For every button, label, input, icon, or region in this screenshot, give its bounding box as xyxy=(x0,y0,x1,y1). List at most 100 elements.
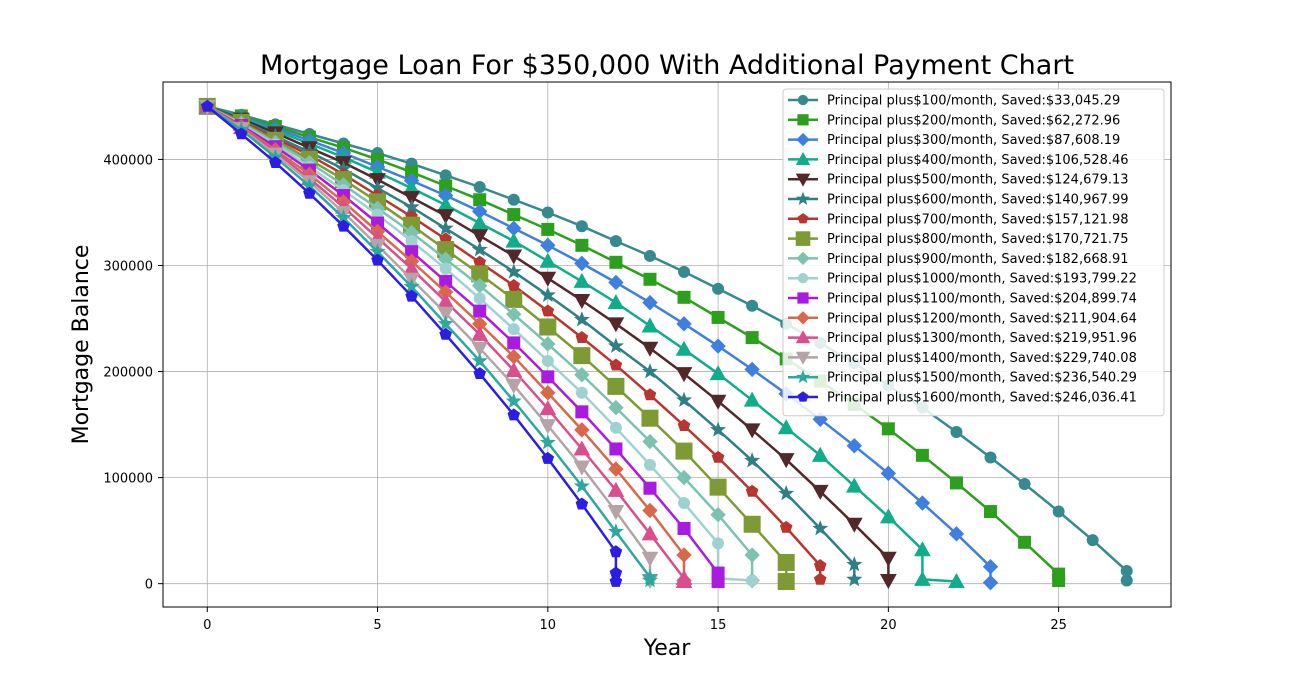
legend-entry: Principal plus$400/month, Saved:$106,528… xyxy=(788,151,1129,168)
data-point xyxy=(746,299,759,312)
data-point xyxy=(235,127,248,140)
data-point xyxy=(471,325,489,341)
data-point xyxy=(573,460,591,476)
legend-entry: Principal plus$1300/month, Saved:$219,95… xyxy=(788,330,1137,346)
legend-entry: Principal plus$300/month, Saved:$87,608.… xyxy=(788,132,1120,148)
data-point xyxy=(880,508,897,524)
data-point xyxy=(676,316,692,332)
data-point xyxy=(473,367,486,379)
data-point xyxy=(880,573,897,590)
data-point xyxy=(609,574,623,587)
data-point xyxy=(507,278,521,291)
data-point xyxy=(471,352,488,368)
legend: Principal plus$100/month, Saved:$33,045.… xyxy=(782,88,1165,417)
data-point xyxy=(915,448,929,462)
data-point xyxy=(678,265,691,278)
data-point xyxy=(950,426,963,438)
data-point xyxy=(746,574,759,587)
legend-label: Principal plus$1100/month, Saved:$204,89… xyxy=(827,292,1137,307)
data-point xyxy=(778,485,795,501)
data-point xyxy=(1120,574,1133,587)
legend-entry: Principal plus$1400/month, Saved:$229,74… xyxy=(788,351,1137,366)
data-point xyxy=(607,294,625,310)
data-point xyxy=(1052,573,1066,587)
legend-entry: Principal plus$600/month, Saved:$140,967… xyxy=(788,191,1129,208)
series-line xyxy=(206,105,890,581)
data-point xyxy=(677,290,691,304)
data-point xyxy=(641,525,659,541)
data-point xyxy=(439,327,452,340)
data-point xyxy=(540,385,556,401)
data-point xyxy=(643,272,657,286)
data-point xyxy=(712,282,725,295)
legend-label: Principal plus$1200/month, Saved:$211,90… xyxy=(827,311,1137,326)
data-point xyxy=(573,311,590,327)
data-point xyxy=(541,354,554,367)
data-point xyxy=(541,206,554,219)
data-point xyxy=(505,378,523,394)
data-point xyxy=(437,306,454,322)
data-point xyxy=(846,570,863,587)
data-point xyxy=(675,367,693,383)
data-point xyxy=(505,249,523,265)
data-point xyxy=(539,434,556,450)
legend-label: Principal plus$300/month, Saved:$87,608.… xyxy=(827,133,1120,148)
data-point xyxy=(575,497,589,510)
data-point xyxy=(744,361,760,378)
data-point xyxy=(678,497,691,510)
data-point xyxy=(573,272,591,288)
data-point xyxy=(540,336,556,352)
data-point xyxy=(711,310,725,324)
data-point xyxy=(846,438,863,454)
legend-label: Principal plus$1500/month, Saved:$236,54… xyxy=(827,371,1137,386)
data-point xyxy=(643,388,657,401)
data-point xyxy=(574,422,590,438)
data-point xyxy=(505,290,523,308)
data-point xyxy=(575,238,589,252)
data-point xyxy=(845,517,863,533)
data-point xyxy=(777,419,795,435)
data-point xyxy=(795,191,811,205)
legend-entry: Principal plus$1200/month, Saved:$211,90… xyxy=(788,311,1137,326)
legend-box xyxy=(782,88,1165,417)
legend-entry: Principal plus$700/month, Saved:$157,121… xyxy=(788,212,1129,227)
data-point xyxy=(539,419,557,435)
data-point xyxy=(641,409,659,427)
data-point xyxy=(846,556,863,572)
data-point xyxy=(675,340,693,356)
data-point xyxy=(797,94,809,106)
data-point xyxy=(540,237,556,254)
data-point xyxy=(880,465,897,482)
data-point xyxy=(471,241,488,257)
y-tick-label: 100000 xyxy=(103,472,153,487)
data-point xyxy=(743,515,761,533)
data-point xyxy=(712,537,725,550)
x-axis-title: Year xyxy=(643,636,692,661)
data-point xyxy=(609,255,623,269)
data-point xyxy=(710,338,726,354)
data-point xyxy=(473,181,486,193)
data-point xyxy=(269,155,282,168)
x-tick-label: 20 xyxy=(880,618,897,633)
data-point xyxy=(779,520,793,533)
data-point xyxy=(575,330,589,343)
data-point xyxy=(777,573,795,591)
data-point xyxy=(608,461,624,477)
data-point xyxy=(711,450,725,463)
data-point xyxy=(881,422,895,436)
data-point xyxy=(641,572,658,588)
data-point xyxy=(575,386,588,399)
data-point xyxy=(371,253,384,266)
data-point xyxy=(1018,477,1031,490)
data-point xyxy=(607,481,625,497)
data-point xyxy=(439,169,452,182)
data-point xyxy=(437,315,454,331)
data-point xyxy=(573,347,591,365)
data-point xyxy=(643,249,656,262)
data-point xyxy=(303,186,316,199)
legend-label: Principal plus$200/month, Saved:$62,272.… xyxy=(827,113,1120,128)
y-tick-label: 400000 xyxy=(103,153,153,168)
data-point xyxy=(609,358,623,371)
series-line xyxy=(206,105,753,582)
data-point xyxy=(541,304,555,317)
